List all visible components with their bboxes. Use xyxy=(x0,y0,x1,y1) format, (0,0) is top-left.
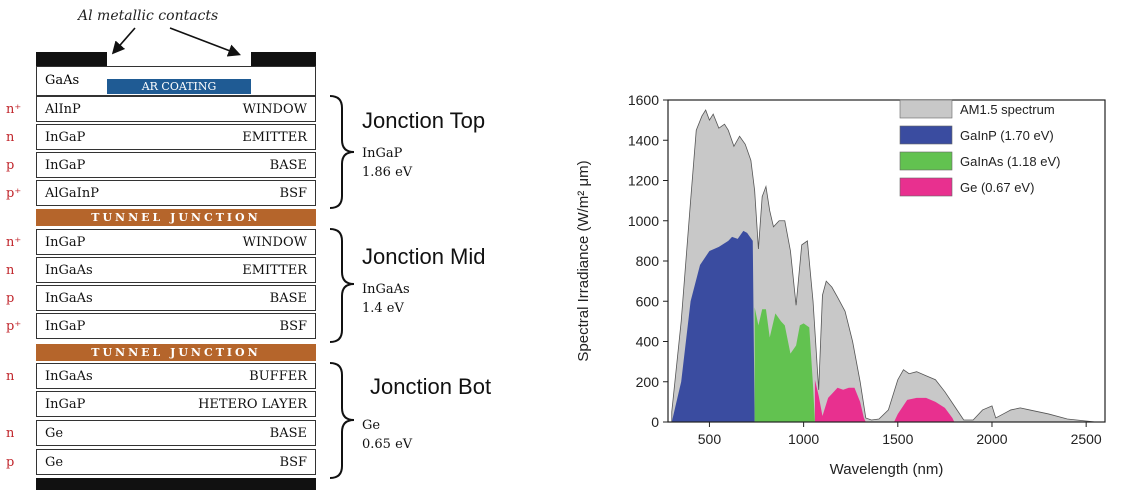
layer-role: EMITTER xyxy=(242,263,307,278)
layer-5: InGaAs EMITTER xyxy=(36,257,316,283)
junction-top-energy: 1.86 eV xyxy=(362,165,413,180)
layer-material: AlInP xyxy=(45,102,81,117)
layer-material: InGaP xyxy=(45,319,86,334)
layer-role: BSF xyxy=(279,319,307,334)
layer-8: InGaAs BUFFER xyxy=(36,363,316,389)
x-tick-label: 500 xyxy=(698,431,722,447)
junction-bot-info: Ge 0.65 eV xyxy=(362,416,412,454)
junction-braces xyxy=(329,95,355,479)
tunnel-junction-0: TUNNEL JUNCTION xyxy=(36,209,316,226)
x-tick-label: 2000 xyxy=(976,431,1007,447)
layer-material: Ge xyxy=(45,426,64,441)
doping-label: p⁺ xyxy=(6,186,22,201)
x-tick-label: 1500 xyxy=(882,431,913,447)
layer-7: InGaP BSF xyxy=(36,313,316,339)
layer-3: AlGaInP BSF xyxy=(36,180,316,206)
y-tick-label: 1600 xyxy=(628,92,659,108)
layer-role: WINDOW xyxy=(242,102,307,117)
layer-2: InGaP BASE xyxy=(36,152,316,178)
layer-material: InGaP xyxy=(45,397,86,412)
doping-label: p xyxy=(6,455,15,470)
layer-material: AlGaInP xyxy=(45,186,99,201)
y-tick-label: 400 xyxy=(636,334,660,350)
layer-role: BASE xyxy=(269,426,307,441)
solar-cell-stack-diagram: Al metallic contacts GaAs AR COATING AlI… xyxy=(0,0,540,490)
doping-label: p⁺ xyxy=(6,319,22,334)
y-tick-label: 200 xyxy=(636,374,660,390)
layer-material: Ge xyxy=(45,455,64,470)
junction-top-material: InGaP xyxy=(362,146,403,161)
layer-material: InGaP xyxy=(45,158,86,173)
doping-label: n xyxy=(6,130,15,145)
y-tick-label: 1000 xyxy=(628,213,659,229)
junction-mid-info: InGaAs 1.4 eV xyxy=(362,280,410,318)
layer-material: InGaP xyxy=(45,235,86,250)
y-tick-label: 0 xyxy=(651,414,659,430)
callout-arrows xyxy=(111,27,241,57)
y-tick-label: 600 xyxy=(636,293,660,309)
x-tick-label: 2500 xyxy=(1071,431,1102,447)
doping-label: n xyxy=(6,263,15,278)
junction-top-info: InGaP 1.86 eV xyxy=(362,144,412,182)
layer-role: BSF xyxy=(279,186,307,201)
layer-role: BASE xyxy=(269,158,307,173)
right-contact xyxy=(251,52,316,66)
bottom-contact xyxy=(36,478,316,490)
layer-material: InGaAs xyxy=(45,291,93,306)
junction-top-title: Jonction Top xyxy=(362,108,486,133)
legend-label: GaInP (1.70 eV) xyxy=(960,128,1054,143)
junction-mid-title: Jonction Mid xyxy=(362,244,486,269)
x-tick-label: 1000 xyxy=(788,431,819,447)
doping-label: p xyxy=(6,291,15,306)
layer-material: InGaP xyxy=(45,130,86,145)
layer-4: InGaP WINDOW xyxy=(36,229,316,255)
layer-material: InGaAs xyxy=(45,369,93,384)
layer-10: Ge BASE xyxy=(36,420,316,446)
layer-9: InGaP HETERO LAYER xyxy=(36,391,316,417)
layer-role: EMITTER xyxy=(242,130,307,145)
layer-role: BASE xyxy=(269,291,307,306)
junction-mid-material: InGaAs xyxy=(362,282,410,297)
legend-label: AM1.5 spectrum xyxy=(960,102,1055,117)
y-tick-label: 1200 xyxy=(628,173,659,189)
series-area-2 xyxy=(754,307,815,422)
legend-swatch xyxy=(899,125,953,145)
layer-role: BUFFER xyxy=(249,369,307,384)
legend-swatch xyxy=(899,177,953,197)
ar-coating: AR COATING xyxy=(107,79,251,94)
x-axis-label: Wavelength (nm) xyxy=(830,461,944,478)
y-tick-label: 800 xyxy=(636,253,660,269)
spectral-irradiance-chart: 0 200 400 600 800 1000 1200 1400 1600 500 1000 1500… xyxy=(560,80,1131,490)
junction-bot-energy: 0.65 eV xyxy=(362,437,413,452)
legend-label: Ge (0.67 eV) xyxy=(960,180,1034,195)
metal-contacts-callout: Al metallic contacts xyxy=(78,8,219,24)
tunnel-junction-1: TUNNEL JUNCTION xyxy=(36,344,316,361)
layer-material: InGaAs xyxy=(45,263,93,278)
doping-label: n xyxy=(6,426,15,441)
layer-11: Ge BSF xyxy=(36,449,316,475)
layer-1: InGaP EMITTER xyxy=(36,124,316,150)
left-contact xyxy=(36,52,107,66)
layer-role: WINDOW xyxy=(242,235,307,250)
y-axis-label: Spectral Irradiance (W/m² μm) xyxy=(575,160,592,361)
legend-label: GaInAs (1.18 eV) xyxy=(960,154,1060,169)
series-area-3 xyxy=(814,379,955,422)
series-area-1 xyxy=(671,230,755,422)
layer-6: InGaAs BASE xyxy=(36,285,316,311)
chart-svg: 0 200 400 600 800 1000 1200 1400 1600 500 1000 1500… xyxy=(575,92,1106,478)
doping-label: n⁺ xyxy=(6,102,22,117)
junction-bot-material: Ge xyxy=(362,418,381,433)
y-tick-label: 1400 xyxy=(628,132,659,148)
layer-role: BSF xyxy=(279,455,307,470)
junction-mid-energy: 1.4 eV xyxy=(362,301,404,316)
doping-label: n⁺ xyxy=(6,235,22,250)
doping-label: p xyxy=(6,158,15,173)
legend-swatch xyxy=(899,99,953,119)
doping-label: n xyxy=(6,369,15,384)
layer-role: HETERO LAYER xyxy=(198,397,307,412)
layer-0: AlInP WINDOW xyxy=(36,96,316,122)
junction-bot-title: Jonction Bot xyxy=(370,374,492,399)
legend-swatch xyxy=(899,151,953,171)
cap-material-label: GaAs xyxy=(45,73,80,88)
